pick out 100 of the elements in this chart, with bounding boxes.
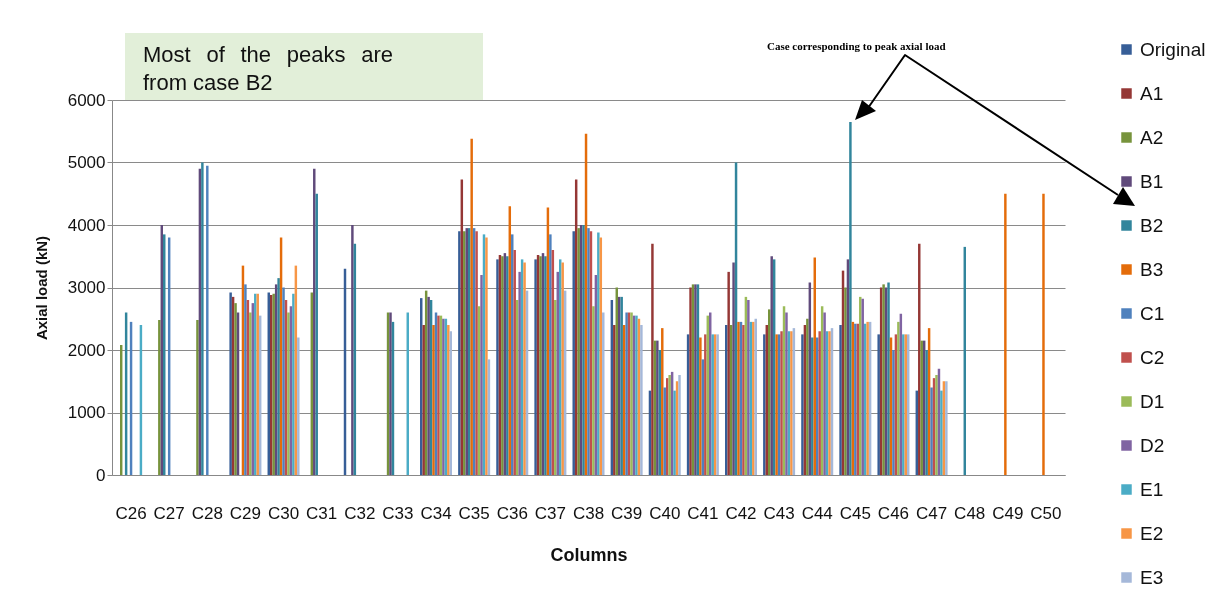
x-tick-label: C33 (382, 503, 414, 523)
x-tick-label: C36 (496, 503, 528, 523)
x-tick-label: C29 (229, 503, 262, 523)
bar (699, 337, 702, 475)
bar (877, 334, 880, 475)
x-tick-label: C37 (534, 503, 566, 523)
bar (897, 321, 900, 475)
bar (930, 387, 933, 475)
bar (892, 350, 895, 475)
x-tick-label: C47 (915, 503, 948, 523)
bar (427, 296, 430, 475)
bar (480, 275, 483, 475)
bar (292, 293, 295, 475)
y-tick-label: 2000 (67, 340, 106, 360)
legend-label: B2 (1140, 214, 1164, 236)
bar (839, 325, 842, 475)
bar (806, 318, 809, 475)
bar (518, 271, 521, 475)
bar (470, 138, 473, 475)
bar (432, 325, 435, 475)
bar (244, 284, 247, 475)
bar (678, 375, 681, 475)
bar (844, 287, 847, 475)
bar (742, 325, 745, 475)
bar (673, 390, 676, 475)
legend-label: D1 (1140, 390, 1165, 412)
legend-label: B1 (1140, 170, 1164, 192)
legend-label: A1 (1140, 82, 1164, 104)
x-tick-label: C26 (115, 503, 147, 523)
legend-label: E2 (1140, 522, 1164, 544)
bar (818, 331, 821, 475)
bar (925, 350, 928, 475)
bar (732, 262, 735, 475)
bar (887, 282, 890, 475)
bar (651, 243, 654, 475)
bar (801, 334, 804, 475)
x-axis-title: Columns (550, 544, 628, 565)
bar (229, 292, 232, 475)
bar (196, 320, 199, 475)
bar (811, 337, 814, 475)
bar (496, 259, 499, 475)
x-tick-label: C46 (877, 503, 910, 523)
x-tick-label: C35 (458, 503, 490, 523)
bar (277, 278, 280, 475)
bar (747, 300, 750, 475)
legend-label: A2 (1140, 126, 1164, 148)
y-tick-label: 1000 (67, 403, 106, 422)
text: Case corresponding to peak axial load (767, 40, 946, 52)
legend-label: C2 (1140, 346, 1165, 368)
x-tick-label: C41 (687, 503, 719, 523)
bar (572, 231, 575, 475)
legend-label: D2 (1140, 434, 1165, 456)
bar (602, 312, 605, 475)
x-tick-label: C31 (306, 503, 338, 523)
bar (640, 325, 643, 475)
bar (351, 225, 354, 475)
x-tick-label: C30 (267, 503, 300, 523)
bar (158, 320, 161, 475)
bar (297, 337, 300, 475)
x-tick-label: C42 (725, 503, 757, 523)
legend-label: C1 (1140, 302, 1165, 324)
x-tick-label: C34 (420, 503, 452, 523)
y-tick-label: 4000 (67, 215, 106, 235)
y-tick-label: 0 (96, 465, 106, 485)
bar (447, 325, 450, 475)
bar (249, 312, 252, 475)
bar (763, 334, 766, 475)
bar (313, 168, 316, 475)
bar (554, 300, 557, 475)
legend-label: E1 (1140, 478, 1164, 500)
y-tick-label: 5000 (67, 153, 106, 172)
x-tick-label: C50 (1030, 503, 1062, 523)
x-tick-label: C28 (191, 503, 223, 523)
x-tick-label: C38 (572, 503, 605, 523)
bar (940, 390, 943, 475)
x-tick-label: C40 (649, 503, 681, 523)
x-tick-label: C48 (954, 503, 986, 523)
bar (287, 312, 290, 475)
legend-label: E3 (1140, 566, 1164, 588)
bar (422, 325, 425, 475)
bar (727, 271, 730, 475)
bar (661, 328, 664, 475)
bar (1004, 193, 1007, 475)
bar (785, 312, 788, 475)
x-tick-label: C27 (153, 503, 185, 523)
bar (458, 231, 461, 475)
bar (704, 334, 707, 475)
bar (201, 162, 204, 475)
bar (549, 234, 552, 475)
bar (823, 312, 826, 475)
bar (849, 121, 852, 475)
bar (234, 303, 237, 475)
bar (534, 259, 537, 475)
bar (513, 250, 516, 475)
x-tick-label: C49 (992, 503, 1024, 523)
bar (206, 165, 209, 475)
bar (1042, 193, 1045, 475)
text: Most of the peaks are from case B2 (125, 33, 483, 100)
x-tick-label: C44 (801, 503, 833, 523)
y-tick-label: 6000 (67, 90, 106, 110)
